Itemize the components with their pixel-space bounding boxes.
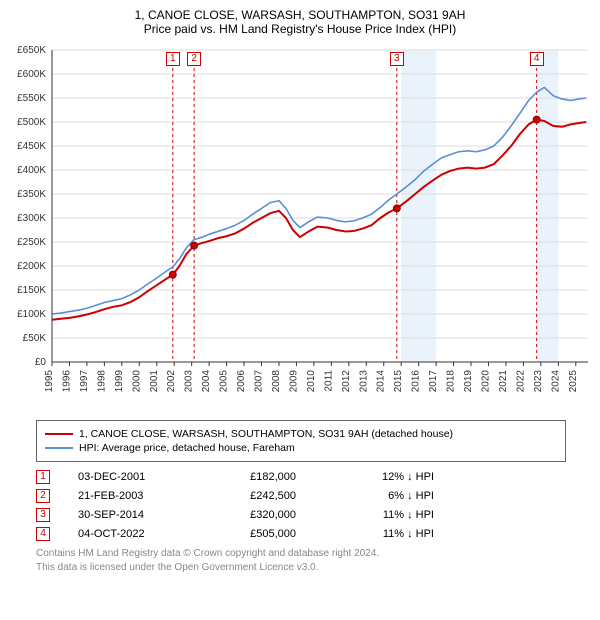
svg-text:2018: 2018 [446, 370, 457, 393]
svg-text:£250K: £250K [17, 237, 46, 248]
svg-text:2020: 2020 [480, 370, 491, 393]
svg-text:£550K: £550K [17, 93, 46, 104]
svg-text:£500K: £500K [17, 117, 46, 128]
svg-text:2006: 2006 [236, 370, 247, 393]
footer-line-2: This data is licensed under the Open Gov… [36, 561, 592, 575]
svg-text:£0: £0 [35, 357, 47, 368]
transaction-marker: 2 [36, 489, 50, 503]
transactions-table: 1 03-DEC-2001 £182,000 12% ↓ HPI 2 21-FEB-200… [36, 470, 592, 541]
svg-text:2000: 2000 [131, 370, 142, 393]
svg-text:2009: 2009 [288, 370, 299, 393]
svg-text:£350K: £350K [17, 189, 46, 200]
transaction-marker: 1 [36, 470, 50, 484]
svg-text:2013: 2013 [358, 370, 369, 393]
transaction-date: 04-OCT-2022 [78, 528, 178, 540]
transaction-price: £505,000 [206, 528, 296, 540]
svg-text:£650K: £650K [17, 45, 46, 56]
legend-label: 1, CANOE CLOSE, WARSASH, SOUTHAMPTON, SO… [79, 428, 453, 440]
transaction-delta: 11% ↓ HPI [324, 528, 434, 540]
svg-text:2004: 2004 [201, 370, 212, 393]
svg-text:2005: 2005 [219, 370, 230, 393]
svg-text:£300K: £300K [17, 213, 46, 224]
svg-text:2003: 2003 [184, 370, 195, 393]
chart-marker-2: 2 [187, 52, 201, 66]
svg-text:2015: 2015 [393, 370, 404, 393]
transaction-row: 3 30-SEP-2014 £320,000 11% ↓ HPI [36, 508, 592, 522]
svg-text:1999: 1999 [114, 370, 125, 393]
legend-label: HPI: Average price, detached house, Fare… [79, 442, 295, 454]
svg-text:2012: 2012 [341, 370, 352, 393]
svg-text:2024: 2024 [550, 370, 561, 393]
chart-marker-1: 1 [166, 52, 180, 66]
title-line-2: Price paid vs. HM Land Registry's House … [8, 22, 592, 36]
price-chart: £0 £50K £100K £150K £200K £250K £300K £350K £400… [8, 42, 592, 412]
transaction-row: 4 04-OCT-2022 £505,000 11% ↓ HPI [36, 527, 592, 541]
legend: 1, CANOE CLOSE, WARSASH, SOUTHAMPTON, SO… [36, 420, 566, 462]
svg-text:2002: 2002 [166, 370, 177, 393]
chart-svg: £0 £50K £100K £150K £200K £250K £300K £350K £400… [8, 42, 592, 412]
svg-text:2021: 2021 [498, 370, 509, 393]
transaction-delta: 12% ↓ HPI [324, 471, 434, 483]
transaction-marker: 4 [36, 527, 50, 541]
svg-text:£200K: £200K [17, 261, 46, 272]
transaction-row: 2 21-FEB-2003 £242,500 6% ↓ HPI [36, 489, 592, 503]
svg-text:2022: 2022 [515, 370, 526, 393]
transaction-price: £320,000 [206, 509, 296, 521]
svg-text:2023: 2023 [533, 370, 544, 393]
svg-text:2014: 2014 [376, 370, 387, 393]
transaction-date: 30-SEP-2014 [78, 509, 178, 521]
legend-swatch [45, 433, 73, 435]
svg-text:1995: 1995 [44, 370, 55, 393]
transaction-date: 03-DEC-2001 [78, 471, 178, 483]
chart-marker-3: 3 [390, 52, 404, 66]
svg-text:£450K: £450K [17, 141, 46, 152]
transaction-delta: 6% ↓ HPI [324, 490, 434, 502]
transaction-row: 1 03-DEC-2001 £182,000 12% ↓ HPI [36, 470, 592, 484]
transaction-price: £242,500 [206, 490, 296, 502]
svg-text:1996: 1996 [61, 370, 72, 393]
svg-text:2010: 2010 [306, 370, 317, 393]
transaction-delta: 11% ↓ HPI [324, 509, 434, 521]
svg-text:2017: 2017 [428, 370, 439, 393]
svg-text:£50K: £50K [23, 333, 47, 344]
svg-text:£150K: £150K [17, 285, 46, 296]
svg-text:2019: 2019 [463, 370, 474, 393]
svg-text:2025: 2025 [568, 370, 579, 393]
title-line-1: 1, CANOE CLOSE, WARSASH, SOUTHAMPTON, SO… [8, 8, 592, 22]
footer-line-1: Contains HM Land Registry data © Crown c… [36, 547, 592, 561]
transaction-date: 21-FEB-2003 [78, 490, 178, 502]
svg-text:2008: 2008 [271, 370, 282, 393]
legend-item-1: HPI: Average price, detached house, Fare… [45, 442, 557, 454]
svg-text:1998: 1998 [96, 370, 107, 393]
legend-item-0: 1, CANOE CLOSE, WARSASH, SOUTHAMPTON, SO… [45, 428, 557, 440]
transaction-marker: 3 [36, 508, 50, 522]
svg-text:£600K: £600K [17, 69, 46, 80]
svg-text:2001: 2001 [149, 370, 160, 393]
svg-text:£400K: £400K [17, 165, 46, 176]
svg-text:£100K: £100K [17, 309, 46, 320]
chart-title-block: 1, CANOE CLOSE, WARSASH, SOUTHAMPTON, SO… [8, 8, 592, 36]
chart-marker-4: 4 [530, 52, 544, 66]
transaction-price: £182,000 [206, 471, 296, 483]
footer-attribution: Contains HM Land Registry data © Crown c… [36, 547, 592, 574]
svg-text:2011: 2011 [323, 370, 334, 392]
legend-swatch [45, 447, 73, 449]
svg-text:1997: 1997 [79, 370, 90, 393]
svg-text:2016: 2016 [411, 370, 422, 393]
svg-text:2007: 2007 [254, 370, 265, 393]
